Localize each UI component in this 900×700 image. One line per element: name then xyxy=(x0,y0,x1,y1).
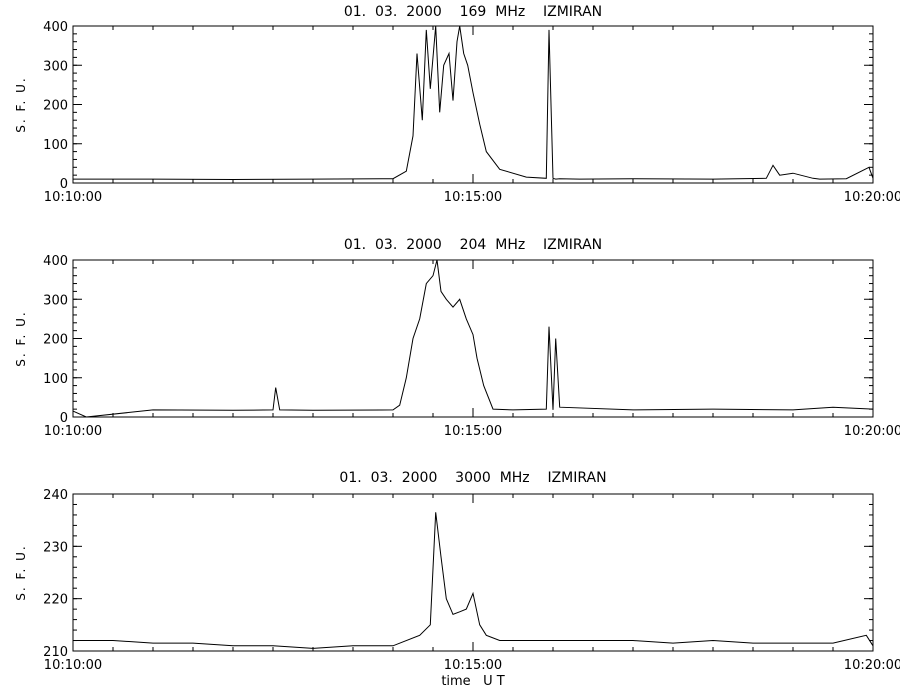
panels: 01. 03. 2000 169 MHz IZMIRAN S. F. U. 0 100… xyxy=(14,4,900,689)
plot-frame xyxy=(72,493,874,652)
x-tick-label: 10:10:00 xyxy=(44,658,102,673)
plot-frame xyxy=(72,259,874,418)
x-tick-label: 10:10:00 xyxy=(44,190,102,205)
y-tick-label: 200 xyxy=(43,99,68,114)
y-tick-label: 200 xyxy=(43,333,68,348)
x-tick-label: 10:10:00 xyxy=(44,424,102,439)
y-tick-label: 300 xyxy=(43,59,68,74)
y-tick-label: 220 xyxy=(43,593,68,608)
y-tick-label: 0 xyxy=(60,177,68,192)
y-axis-label: S. F. U. xyxy=(14,310,28,366)
x-axis-label: time U T xyxy=(441,674,504,689)
series-line-1 xyxy=(73,512,874,649)
y-axis-label: S. F. U. xyxy=(14,544,28,600)
y-tick-label: 230 xyxy=(43,540,68,555)
chart-title: 01. 03. 2000 169 MHz IZMIRAN xyxy=(344,4,602,20)
y-tick-label: 240 xyxy=(43,488,68,503)
x-tick-label: 10:15:00 xyxy=(444,190,502,205)
y-tick-label: 400 xyxy=(43,254,68,269)
y-tick-label: 210 xyxy=(43,645,68,660)
chart-title: 01. 03. 2000 204 MHz IZMIRAN xyxy=(344,237,602,253)
y-tick-label: 100 xyxy=(43,138,68,153)
chart-panel-2: 01. 03. 2000 204 MHz IZMIRAN S. F. U. 0 100… xyxy=(14,237,900,439)
x-tick-label: 10:15:00 xyxy=(444,424,502,439)
x-tick-label: 10:20:00 xyxy=(844,658,900,673)
x-tick-label: 10:15:00 xyxy=(444,658,502,673)
y-tick-label: 0 xyxy=(60,411,68,426)
y-axis-label: S. F. U. xyxy=(14,76,28,132)
chart-title: 01. 03. 2000 3000 MHz IZMIRAN xyxy=(339,470,606,486)
series-line-1 xyxy=(73,25,874,181)
x-tick-label: 10:20:00 xyxy=(844,424,900,439)
x-tick-label: 10:20:00 xyxy=(844,190,900,205)
y-tick-label: 100 xyxy=(43,372,68,387)
y-tick-label: 400 xyxy=(43,20,68,35)
y-tick-label: 300 xyxy=(43,293,68,308)
plot-frame xyxy=(72,25,874,184)
series-line-1 xyxy=(72,259,874,418)
chart-panel-1: 01. 03. 2000 169 MHz IZMIRAN S. F. U. 0 100… xyxy=(14,4,900,205)
chart-panel-3: 01. 03. 2000 3000 MHz IZMIRAN S. F. U. 210… xyxy=(14,470,900,689)
